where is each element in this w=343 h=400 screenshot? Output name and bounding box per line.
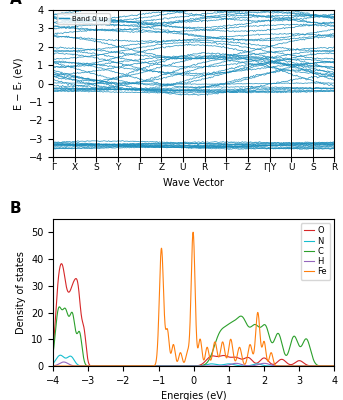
N [66,355,70,360]
H [332,364,336,368]
Text: B: B [10,201,21,216]
O [51,346,55,350]
Line: H: H [53,362,334,366]
Fe [273,362,277,367]
O [332,364,336,368]
Y-axis label: E − Eᵣ (eV): E − Eᵣ (eV) [13,57,24,110]
C [181,364,185,368]
Line: N: N [53,355,334,366]
H [138,364,142,368]
H [188,364,192,368]
Fe [191,230,195,235]
Legend: O, N, C, H, Fe: O, N, C, H, Fe [300,223,330,280]
Line: C: C [53,307,334,366]
N [273,364,277,368]
C [273,336,277,341]
Y-axis label: Density of states: Density of states [15,251,25,334]
O [181,364,185,368]
C [324,364,329,368]
N [324,364,329,368]
N [58,353,62,358]
H [273,363,277,368]
H [66,361,70,366]
H [62,360,66,364]
N [51,361,55,366]
O [59,261,63,266]
H [324,364,329,368]
N [180,364,185,368]
Line: O: O [53,264,334,366]
N [188,364,192,368]
Fe [324,364,329,368]
N [332,364,336,368]
C [117,364,121,368]
Fe [180,356,185,361]
O [273,362,277,366]
N [324,364,328,368]
Fe [188,324,192,328]
H [51,364,55,368]
Line: Fe: Fe [53,232,334,366]
Text: A: A [10,0,21,7]
X-axis label: Energies (eV): Energies (eV) [161,391,227,400]
O [66,289,70,294]
Fe [66,364,70,368]
H [324,364,329,368]
O [188,364,192,368]
O [324,364,329,368]
C [51,350,55,355]
Legend: Band 0 up: Band 0 up [57,14,110,24]
O [324,364,329,368]
C [188,364,192,368]
C [57,304,61,309]
Fe [324,364,328,368]
X-axis label: Wave Vector: Wave Vector [163,178,224,188]
C [66,312,70,317]
C [332,364,336,368]
Fe [332,364,336,368]
C [324,364,329,368]
Fe [51,364,55,368]
H [181,364,185,368]
O [123,364,128,368]
